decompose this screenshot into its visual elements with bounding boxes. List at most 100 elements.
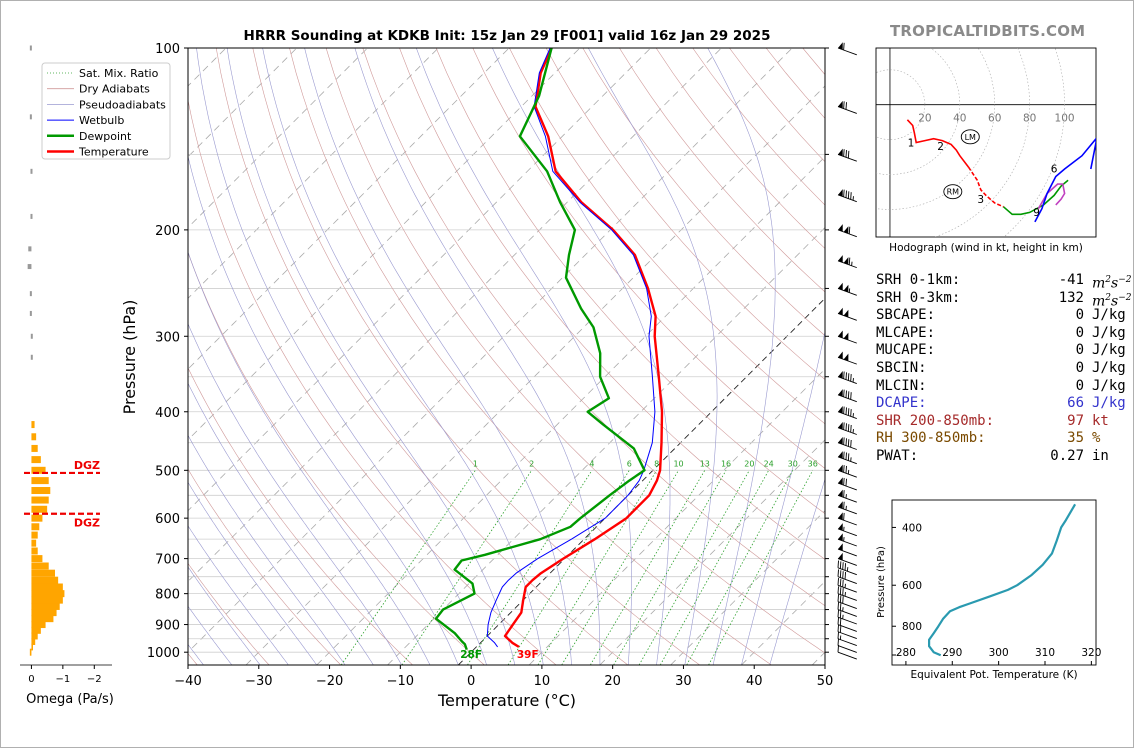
theta-e-x-tick-label: 290 <box>942 647 962 659</box>
index-unit: kt <box>1092 412 1109 429</box>
barb-full <box>843 512 845 521</box>
barb-flag <box>843 257 849 265</box>
omega-bar <box>31 596 63 604</box>
barb-flag <box>838 389 843 397</box>
wind-barb <box>837 569 857 584</box>
index-unit: J/kg <box>1092 342 1126 359</box>
barb-staff <box>837 558 857 566</box>
barb-flag <box>838 42 843 50</box>
omega-bar <box>31 626 41 634</box>
pseudoadiabat <box>707 48 776 665</box>
barb-staff <box>837 335 857 344</box>
omega-bar-gray <box>29 114 32 120</box>
hodo-ring-label: 80 <box>1023 113 1036 125</box>
barb-full <box>850 409 852 417</box>
barb-staff <box>837 576 857 584</box>
skewt-frame <box>187 47 826 666</box>
barb-flag <box>838 307 843 316</box>
index-value: 0.27 <box>1050 447 1084 464</box>
barb-half <box>852 196 854 201</box>
index-label: DCAPE: <box>876 395 927 412</box>
index-unit: J/kg <box>1092 359 1126 376</box>
barb-half <box>839 635 842 640</box>
barb-full <box>845 372 847 380</box>
barb-half <box>848 288 851 293</box>
wind-barb <box>837 617 857 632</box>
isotherm <box>188 48 510 370</box>
barb-staff <box>837 482 857 491</box>
omega-panel: 0 −1 −2 DGZ DGZ <box>20 45 112 685</box>
dgz-label: DGZ <box>74 517 100 530</box>
wind-barb <box>837 42 857 56</box>
mixing-ratio-line <box>561 470 679 665</box>
barb-full <box>850 374 852 382</box>
barb-full <box>845 465 847 474</box>
barb-full <box>837 609 839 618</box>
hodo-ring <box>876 48 995 210</box>
barb-full <box>842 596 844 604</box>
index-unit: % <box>1092 430 1101 447</box>
omega-bar <box>31 514 43 522</box>
barb-flag <box>838 371 843 379</box>
barb-full <box>845 102 847 110</box>
index-row: SRH 0-1km: -41 m2s−2 <box>876 272 1131 292</box>
pseudoadiabat <box>588 48 718 665</box>
wind-barb <box>837 512 857 526</box>
surface-temp-label: 39F <box>517 649 539 661</box>
mixing-ratio-label: 13 <box>700 459 710 468</box>
barb-full <box>837 638 839 646</box>
pseudoadiabat <box>769 478 825 665</box>
barb-full <box>843 42 845 51</box>
x-tick-label: 20 <box>604 674 621 689</box>
index-value: 97 <box>1067 412 1084 429</box>
omega-bar <box>31 562 49 570</box>
omega-bar <box>31 433 37 441</box>
mixing-ratio-line <box>537 470 658 665</box>
index-label: PWAT: <box>876 447 919 464</box>
hodo-ring <box>1003 48 1065 237</box>
barb-flag <box>843 353 849 362</box>
barb-full <box>837 594 839 602</box>
barb-full <box>842 579 844 588</box>
wind-barb <box>837 224 857 238</box>
legend-label: Wetbulb <box>79 114 124 127</box>
barb-flag <box>838 421 843 430</box>
index-value: 132 <box>1058 289 1084 306</box>
y-tick-label: 100 <box>155 42 180 57</box>
wind-barb <box>837 371 857 384</box>
dry-adiabat <box>435 48 825 515</box>
barb-full <box>837 617 839 625</box>
omega-bar <box>31 444 38 452</box>
index-unit: J/kg <box>1092 324 1126 341</box>
barb-full <box>839 570 842 578</box>
wind-barb <box>837 389 857 403</box>
mixing-ratio-labels: 1 2 4 6 8 10 13 16 20 24 30 36 <box>473 459 818 468</box>
barb-staff <box>837 456 857 465</box>
omega-bar-gray <box>30 333 33 339</box>
barb-full <box>839 587 842 595</box>
chart-legend: Sat. Mix. Ratio Dry Adiabats Pseudoadiabat… <box>41 62 171 160</box>
mixing-ratio-lines <box>340 470 814 665</box>
barb-half <box>852 378 854 383</box>
omega-bar <box>31 531 38 539</box>
barb-half <box>847 469 850 475</box>
pseudoadiabat <box>188 155 459 665</box>
barb-full <box>837 586 839 594</box>
barb-staff <box>837 469 857 478</box>
omega-bar <box>31 523 40 531</box>
omega-bar <box>31 602 60 610</box>
isotherm <box>599 439 825 665</box>
barb-half <box>845 505 847 510</box>
barb-flag <box>838 464 843 473</box>
wind-barb <box>837 638 857 653</box>
barb-full <box>843 422 845 430</box>
mixing-ratio-line <box>401 470 532 665</box>
barb-staff <box>837 631 857 640</box>
index-label: SRH 0-1km: <box>876 272 961 288</box>
mixing-ratio-label: 4 <box>589 459 594 468</box>
index-value: 35 <box>1067 430 1084 447</box>
wind-barb <box>837 586 857 601</box>
barb-half <box>844 583 846 588</box>
barb-staff <box>837 538 857 547</box>
mixing-ratio-label: 6 <box>627 459 632 468</box>
